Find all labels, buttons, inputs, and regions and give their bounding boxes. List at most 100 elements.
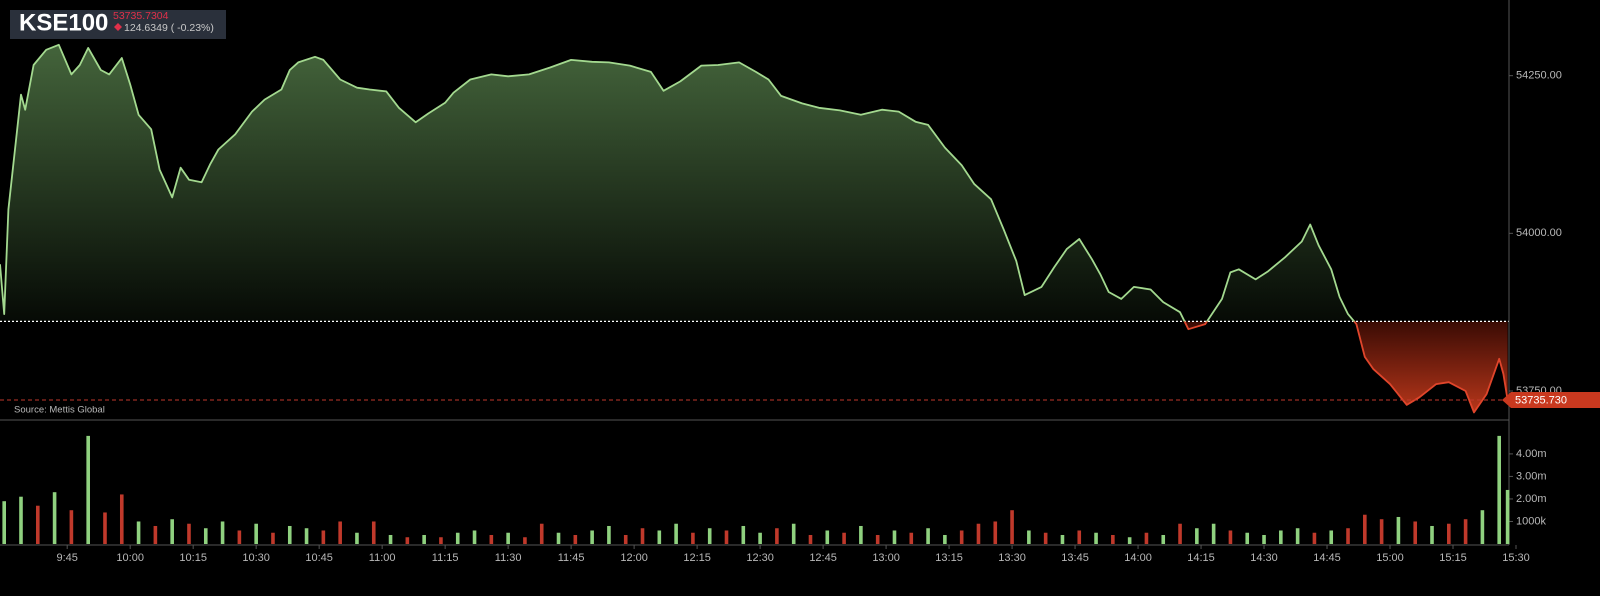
volume-bar [1480, 510, 1485, 544]
volume-bar [926, 528, 930, 544]
x-tick-label: 13:30 [998, 552, 1026, 564]
volume-bar [1497, 435, 1502, 544]
volume-bar [187, 523, 191, 544]
volume-bar [1463, 519, 1468, 544]
volume-bar [1413, 521, 1418, 544]
volume-bar [19, 496, 23, 544]
volume-bar [775, 528, 779, 544]
volume-bar [1379, 519, 1384, 544]
volume-bar [1329, 530, 1334, 544]
volume-bar [1346, 528, 1350, 544]
volume-bar [237, 530, 242, 544]
volume-bar [808, 534, 813, 544]
volume-bar [1195, 528, 1199, 544]
price-tag [1502, 391, 1600, 408]
x-tick-label: 10:15 [179, 552, 207, 564]
volume-bar [825, 530, 830, 544]
volume-bar [1279, 530, 1283, 544]
volume-bar [1211, 523, 1216, 544]
volume-bar [1312, 532, 1317, 544]
volume-bar [859, 525, 863, 544]
x-tick-label: 11:30 [495, 552, 522, 564]
volume-bar [2, 501, 6, 544]
volume-bar [1111, 534, 1115, 544]
volume-bar [573, 534, 578, 544]
volume-bar [1161, 534, 1166, 544]
volume-bar [338, 521, 342, 544]
volume-bar [623, 534, 628, 544]
volume-bar [1396, 516, 1401, 544]
volume-bar [607, 525, 611, 544]
volume-bar [909, 532, 914, 544]
x-tick-label: 15:00 [1376, 552, 1404, 564]
x-tick-label: 12:45 [809, 552, 837, 564]
change: 124.6349 ( -0.23%) [124, 22, 214, 34]
x-tick-label: 10:45 [305, 552, 333, 564]
volume-bar [1363, 514, 1367, 544]
y-tick-label: 4.00m [1516, 448, 1547, 460]
volume-bar [472, 530, 477, 544]
y-tick-label: 54000.00 [1516, 227, 1562, 239]
volume-bar [993, 521, 998, 544]
volume-bar [371, 521, 376, 544]
volume-bar [640, 528, 645, 544]
volume-bar [388, 534, 393, 544]
volume-bar [875, 534, 880, 544]
volume-bar [455, 532, 460, 544]
volume-bar [724, 530, 729, 544]
volume-bar [69, 510, 74, 544]
volume-bar [791, 523, 796, 544]
x-tick-label: 15:15 [1439, 552, 1467, 564]
volume-bar [304, 528, 309, 544]
volume-bar [657, 530, 662, 544]
volume-bar [271, 532, 275, 544]
volume-bar [86, 435, 90, 544]
volume-bar [1447, 523, 1451, 544]
volume-bar [1043, 532, 1048, 544]
volume-bar [758, 532, 762, 544]
volume-bar [254, 523, 258, 544]
price-line [0, 43, 1509, 414]
volume-bar [1262, 534, 1266, 544]
volume-bar [590, 530, 594, 544]
volume-bar [976, 523, 981, 544]
volume-bar [741, 525, 746, 544]
volume-bar [1178, 523, 1182, 544]
volume-bar [321, 530, 326, 544]
volume-bar [892, 530, 897, 544]
volume-bar [1027, 530, 1031, 544]
x-tick-label: 14:15 [1187, 552, 1215, 564]
price-tag-label: 53735.730 [1515, 394, 1567, 406]
volume-bar [1295, 528, 1300, 544]
volume-bar [52, 492, 57, 544]
x-tick-label: 12:15 [683, 552, 711, 564]
volume-bar [136, 521, 141, 544]
volume-pane: 1000k 2.00m 3.00m 4.00m 9:45 10:00 10:15 10:30 1… [2, 435, 1547, 564]
volume-bar [523, 537, 527, 544]
volume-bar [1094, 532, 1098, 544]
x-tick-label: 12:30 [746, 552, 774, 564]
x-tick-label: 9:45 [56, 552, 77, 564]
volume-bar [1245, 532, 1250, 544]
volume-bar [405, 537, 410, 544]
volume-bar [506, 532, 510, 544]
volume-bar [1127, 537, 1132, 544]
y-tick-label: 1000k [1516, 515, 1546, 527]
volume-bar [220, 521, 225, 544]
volume-bar [287, 525, 292, 544]
y-tick-label: 54250.00 [1516, 70, 1562, 82]
volume-bar [1144, 532, 1149, 544]
x-tick-label: 13:00 [872, 552, 900, 564]
volume-bar [1010, 510, 1014, 544]
volume-bar [203, 528, 208, 544]
volume-bar [1430, 525, 1434, 544]
y-tick-label: 2.00m [1516, 493, 1547, 505]
x-tick-label: 11:45 [558, 552, 585, 564]
x-tick-label: 14:30 [1250, 552, 1278, 564]
volume-bar [1505, 489, 1510, 544]
volume-bar [539, 523, 544, 544]
x-tick-label: 13:45 [1061, 552, 1089, 564]
symbol: KSE100 [19, 9, 108, 36]
